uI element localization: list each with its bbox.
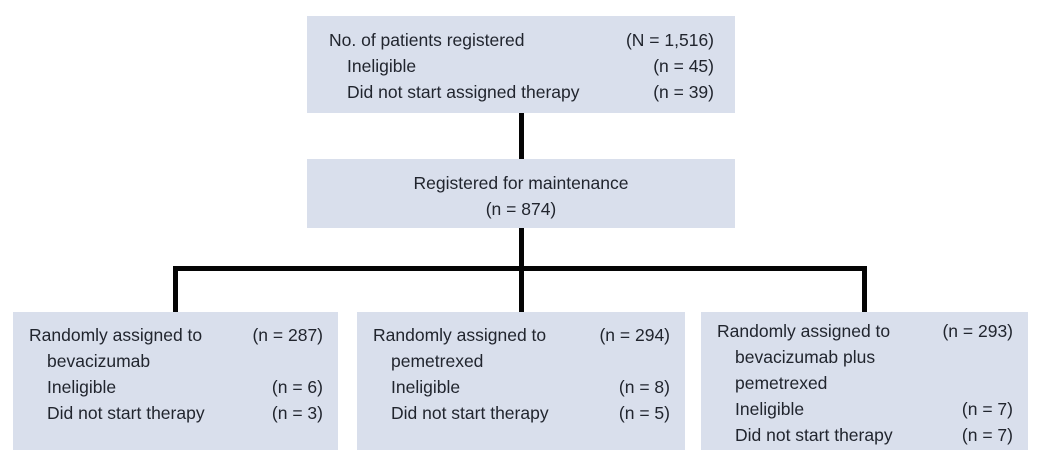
- row-label: Ineligible: [347, 56, 417, 76]
- connector-horizontal-branch: [173, 266, 867, 271]
- row-label: pemetrexed: [735, 373, 828, 393]
- registered-for-maintenance-box: Registered for maintenance (n = 874): [307, 159, 735, 228]
- row-label: Ineligible: [47, 377, 117, 397]
- connector-vertical-left: [173, 266, 178, 312]
- row-value: (n = 293): [942, 321, 1013, 341]
- row-value: (n = 45): [653, 56, 714, 76]
- row-label: Randomly assigned to: [717, 321, 891, 341]
- row-label: Ineligible: [391, 377, 461, 397]
- flow-row: Did not start assigned therapy (n = 39): [329, 79, 714, 105]
- row-value: (n = 5): [618, 403, 670, 423]
- row-value: (n = 287): [252, 325, 323, 345]
- flow-row: bevacizumab: [29, 348, 323, 374]
- row-label: Did not start therapy: [391, 403, 549, 423]
- row-value: (n = 8): [618, 377, 670, 397]
- flow-row: Ineligible (n = 8): [373, 374, 670, 400]
- flow-row: Did not start therapy (n = 7): [717, 422, 1013, 448]
- flow-row: Randomly assigned to (n = 293): [717, 318, 1013, 344]
- row-label: Did not start assigned therapy: [347, 82, 580, 102]
- flow-row: Did not start therapy (n = 5): [373, 400, 670, 426]
- arm-box-bevacizumab: Randomly assigned to (n = 287) bevacizum…: [13, 312, 338, 450]
- maintenance-n: (n = 874): [485, 199, 557, 219]
- row-value: (n = 39): [653, 82, 714, 102]
- row-label: No. of patients registered: [329, 30, 525, 50]
- row-value: (n = 294): [599, 325, 670, 345]
- flow-row: pemetrexed: [717, 370, 1013, 396]
- row-label: Did not start therapy: [735, 425, 893, 445]
- maintenance-title: Registered for maintenance: [413, 173, 629, 193]
- row-value: (n = 6): [271, 377, 323, 397]
- row-value: (n = 7): [961, 425, 1013, 445]
- row-label: Ineligible: [735, 399, 805, 419]
- arm-box-pemetrexed: Randomly assigned to (n = 294) pemetrexe…: [357, 312, 685, 450]
- row-value: (n = 7): [961, 399, 1013, 419]
- flow-row: pemetrexed: [373, 348, 670, 374]
- flow-row: No. of patients registered (N = 1,516): [329, 27, 714, 53]
- flow-row: Ineligible (n = 6): [29, 374, 323, 400]
- flow-row: Ineligible (n = 45): [329, 53, 714, 79]
- row-label: bevacizumab: [47, 351, 151, 371]
- flow-row: Randomly assigned to (n = 294): [373, 322, 670, 348]
- row-label: Did not start therapy: [47, 403, 205, 423]
- connector-vertical-top: [519, 113, 524, 159]
- row-label: Randomly assigned to: [373, 325, 547, 345]
- flow-row: Randomly assigned to (n = 287): [29, 322, 323, 348]
- row-label: Randomly assigned to: [29, 325, 203, 345]
- patients-registered-box: No. of patients registered (N = 1,516) I…: [307, 16, 735, 113]
- flow-row: Did not start therapy (n = 3): [29, 400, 323, 426]
- row-label: bevacizumab plus: [735, 347, 876, 367]
- flow-row: bevacizumab plus: [717, 344, 1013, 370]
- row-label: pemetrexed: [391, 351, 484, 371]
- flow-row: Ineligible (n = 7): [717, 396, 1013, 422]
- arm-box-bevacizumab-plus-pemetrexed: Randomly assigned to (n = 293) bevacizum…: [701, 312, 1028, 450]
- row-value: (N = 1,516): [625, 30, 714, 50]
- row-value: (n = 3): [271, 403, 323, 423]
- connector-vertical-right: [862, 266, 867, 312]
